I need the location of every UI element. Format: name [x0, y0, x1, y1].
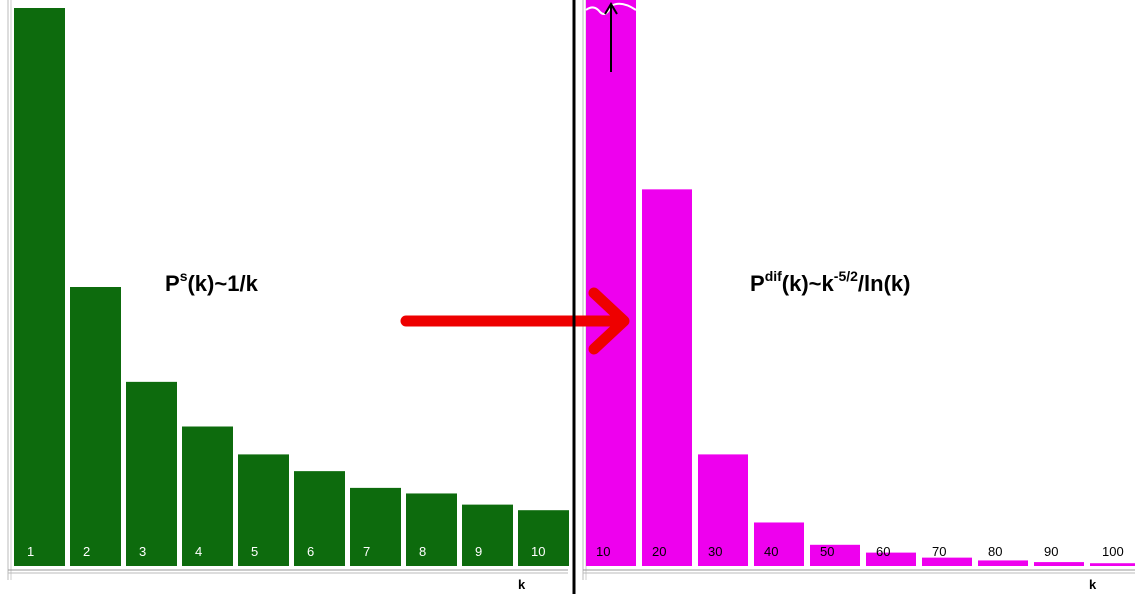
tick-label-90: 90	[1044, 544, 1058, 559]
tick-label-20: 20	[652, 544, 666, 559]
overflow-arrow-head	[604, 2, 618, 15]
right-formula-label: Pdif(k)~k-5/2/ln(k)	[750, 268, 911, 296]
bar-10	[586, 0, 636, 566]
tick-label-3: 3	[139, 544, 146, 559]
tick-label-1: 1	[27, 544, 34, 559]
x-axis-label: k	[1089, 577, 1097, 592]
tick-label-80: 80	[988, 544, 1002, 559]
bar-10	[518, 510, 569, 566]
tick-label-40: 40	[764, 544, 778, 559]
tick-label-2: 2	[83, 544, 90, 559]
tick-label-60: 60	[876, 544, 890, 559]
bar-20	[642, 189, 692, 566]
tick-label-30: 30	[708, 544, 722, 559]
tick-label-10: 10	[596, 544, 610, 559]
bar-60	[866, 552, 916, 566]
bar-100	[1090, 563, 1135, 566]
bar-40	[754, 522, 804, 566]
bar-50	[810, 544, 860, 566]
bar-30	[698, 454, 748, 566]
tick-label-50: 50	[820, 544, 834, 559]
bar-2	[70, 287, 121, 566]
bar-3	[126, 381, 177, 566]
bar-80	[978, 560, 1028, 566]
tick-label-5: 5	[251, 544, 258, 559]
tick-label-70: 70	[932, 544, 946, 559]
bar-4	[182, 426, 233, 566]
bar-5	[238, 454, 289, 566]
tick-label-4: 4	[195, 544, 202, 559]
tick-label-10: 10	[531, 544, 545, 559]
tick-label-100: 100	[1102, 544, 1124, 559]
bar-9	[462, 504, 513, 566]
bar-90	[1034, 562, 1084, 566]
left-formula-label: Ps(k)~1/k	[165, 268, 258, 296]
tick-label-6: 6	[307, 544, 314, 559]
bar-70	[922, 557, 972, 566]
tick-label-8: 8	[419, 544, 426, 559]
tick-label-7: 7	[363, 544, 370, 559]
x-axis-label: k	[518, 577, 526, 592]
transition-arrow	[400, 287, 630, 355]
bar-8	[406, 493, 457, 566]
tick-label-9: 9	[475, 544, 482, 559]
bar-7	[350, 487, 401, 566]
bar-6	[294, 471, 345, 566]
left-panel: 1 2 3 4 5 6 7 8 9 10 k	[7, 0, 569, 592]
right-panel: 10 20 30 40 50 60 70 80 90 100 k	[582, 0, 1135, 592]
bar-1	[14, 8, 65, 566]
arrow-head	[588, 287, 630, 355]
